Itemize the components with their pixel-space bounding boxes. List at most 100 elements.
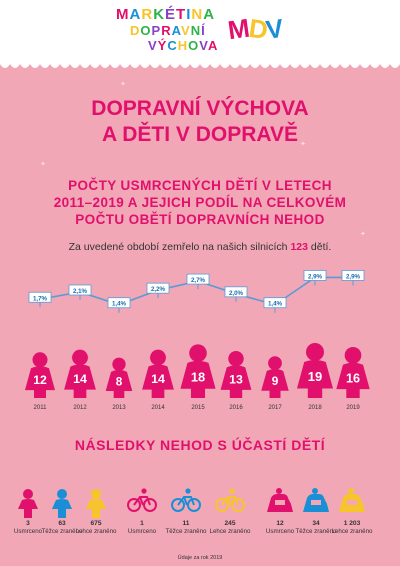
stat-label: Usmrceno	[13, 527, 43, 535]
year-label: 2015	[191, 405, 205, 411]
year-label: 2011	[34, 405, 48, 411]
child-figure-head	[150, 349, 166, 366]
percent-label: 2,9%	[308, 273, 323, 280]
header-scallop	[0, 60, 400, 68]
percent-label: 1,7%	[33, 295, 48, 302]
child-figure-head	[228, 350, 244, 367]
sparkle-icon: ✦	[40, 161, 46, 168]
stat-item: 63 Těžce zraněno	[39, 520, 85, 535]
stat-value: 3	[26, 520, 30, 527]
subtitle-line-2: 2011–2019 A JEJICH PODÍL NA CELKOVÉM	[53, 195, 347, 210]
death-count-label: 13	[229, 373, 243, 387]
percent-label: 1,4%	[112, 301, 127, 308]
death-count-label: 18	[191, 370, 205, 385]
percent-label-box	[107, 297, 131, 309]
cyclist-icon	[215, 488, 245, 517]
death-count-label: 19	[308, 369, 322, 384]
footer-note: Údaje za rok 2019	[177, 555, 223, 561]
intro-text: Za uvedené období zemřelo na našich siln…	[0, 241, 400, 253]
percent-label-box	[186, 273, 210, 285]
stat-value: 675	[90, 520, 102, 527]
stat-item: 11 Těžce zraněno	[163, 520, 209, 535]
stat-item: 3 Usmrceno	[5, 520, 51, 535]
stat-item: 1 203 Lehce zraněno	[329, 520, 375, 535]
percent-label: 2,1%	[73, 288, 88, 295]
pedestrian-icon	[13, 488, 43, 523]
passenger-icon	[337, 488, 367, 519]
stat-value: 1 203	[343, 520, 361, 527]
percent-label-box	[68, 284, 92, 296]
death-count-label: 8	[116, 376, 123, 389]
child-figure-body	[261, 369, 289, 398]
percent-label-box	[224, 286, 248, 298]
death-count-label: 14	[73, 372, 87, 386]
cyclist-icon	[127, 488, 157, 517]
sparkle-icon: ✦	[360, 231, 366, 238]
logo: MARKÉTINA DOPRAVNÍ VÝCHOVA MDV	[0, 4, 400, 60]
page-title: DOPRAVNÍ VÝCHOVA A DĚTI V DOPRAVĚ	[0, 96, 400, 148]
year-label: 2012	[73, 405, 87, 411]
child-figure-head	[344, 346, 362, 364]
stat-label: Lehce zraněno	[75, 527, 117, 535]
year-label: 2019	[346, 405, 360, 411]
year-label: 2018	[308, 405, 322, 411]
logo-line-2: DOPRAVNÍ	[130, 23, 206, 38]
death-count-label: 12	[33, 373, 47, 387]
stat-value: 11	[182, 520, 190, 527]
stat-label: Lehce zraněno	[209, 527, 251, 535]
child-figure-head	[32, 352, 48, 368]
title-line-2: A DĚTI V DOPRAVĚ	[101, 123, 299, 146]
sparkle-icon: ✦	[300, 141, 306, 148]
death-count-label: 14	[151, 372, 165, 386]
passenger-icon	[301, 488, 331, 519]
intro-suffix: dětí.	[310, 241, 332, 253]
stat-item: 675 Lehce zraněno	[73, 520, 119, 535]
percent-label: 2,0%	[229, 290, 244, 297]
child-figure-head	[189, 344, 207, 362]
child-figure-body	[105, 369, 133, 398]
intro-number: 123	[290, 241, 308, 253]
child-figure-body	[142, 364, 174, 398]
death-count-label: 16	[346, 371, 360, 385]
stat-item: 34 Těžce zraněno	[293, 520, 339, 535]
deaths-chart: 1,7% 2,1% 1,4% 2,2% 2,7% 2,0% 1,4% 2,9% 2,9% 12 20…	[24, 270, 370, 411]
year-label: 2016	[229, 405, 243, 411]
chart-subtitle: POČTY USMRCENÝCH DĚTÍ V LETECH 2011–2019…	[0, 177, 400, 228]
child-figure-body	[336, 362, 370, 398]
header	[0, 0, 400, 64]
pedestrian-icon	[47, 488, 77, 523]
passenger-icon	[265, 488, 295, 519]
stat-label: Usmrceno	[265, 527, 295, 535]
year-label: 2017	[268, 405, 282, 411]
stat-label: Těžce zraněno	[165, 527, 207, 535]
child-figure-head	[112, 357, 126, 371]
stat-item: 1 Usmrceno	[119, 520, 165, 535]
subtitle-line-3: POČTU OBĚTÍ DOPRAVNÍCH NEHOD	[75, 212, 325, 227]
stat-label: Těžce zraněno	[295, 527, 337, 535]
stat-value: 12	[276, 520, 284, 527]
child-figure-body	[64, 364, 96, 398]
child-figure-head	[268, 356, 282, 370]
title-line-1: DOPRAVNÍ VÝCHOVA	[91, 97, 309, 120]
percent-label-box	[341, 270, 365, 281]
stat-value: 63	[58, 520, 66, 527]
logo-mdv-mark: MDV	[225, 12, 285, 46]
logo-line-3: VÝCHOVA	[148, 38, 219, 53]
year-label: 2014	[151, 405, 165, 411]
pedestrian-icon	[81, 488, 111, 523]
stat-label: Lehce zraněno	[331, 527, 373, 535]
percent-label: 2,7%	[191, 277, 206, 284]
percent-label-box	[28, 291, 52, 303]
stat-label: Těžce zraněno	[41, 527, 83, 535]
section-title: NÁSLEDKY NEHOD S ÚČASTÍ DĚTÍ	[74, 437, 326, 453]
death-count-label: 9	[272, 374, 279, 388]
stat-item: 245 Lehce zraněno	[207, 520, 253, 535]
child-figure-head	[72, 349, 88, 366]
stat-value: 245	[224, 520, 236, 527]
logo-line-1: MARKÉTINA	[116, 6, 216, 23]
sparkle-icon: ✦	[120, 81, 126, 88]
stat-label: Usmrceno	[127, 527, 157, 535]
percent-label: 1,4%	[268, 301, 283, 308]
percent-label-box	[263, 297, 287, 309]
percent-label: 2,9%	[346, 273, 361, 280]
